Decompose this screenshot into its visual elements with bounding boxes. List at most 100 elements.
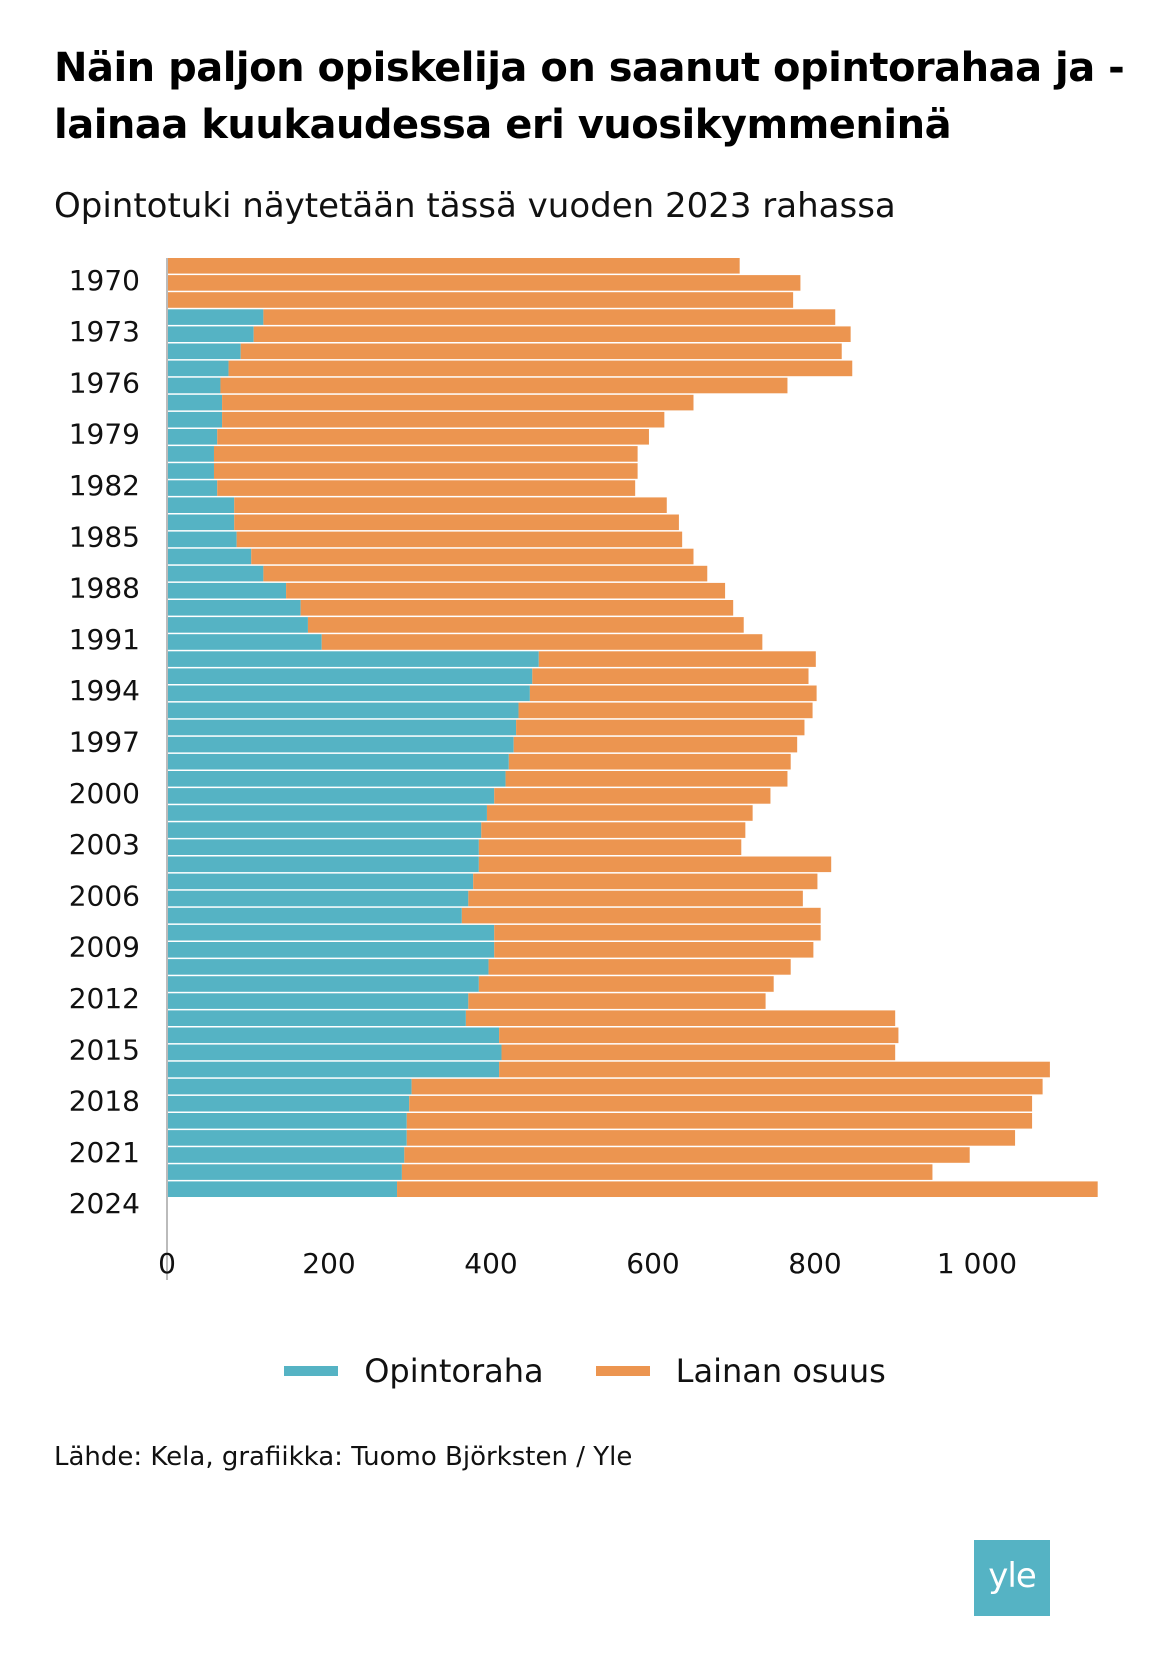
bar-grant-1996 — [167, 702, 519, 719]
bar-grant-2016 — [167, 1044, 502, 1061]
bar-grant-2015 — [167, 1027, 500, 1044]
bar-grant-2021 — [167, 1130, 407, 1146]
bar-grant-2019 — [167, 1095, 410, 1112]
bar-loan-1988 — [263, 565, 708, 582]
legend-label-grant: Opintoraha — [364, 1352, 544, 1390]
bar-grant-2012 — [167, 976, 479, 992]
bar-loan-1977 — [220, 377, 788, 394]
bar-grant-1995 — [167, 685, 530, 702]
bar-grant-2004 — [167, 839, 479, 855]
bar-loan-1993 — [538, 651, 816, 667]
y-tick-label: 2003 — [69, 828, 140, 861]
bar-grant-1986 — [167, 531, 237, 548]
bar-grant-2023 — [167, 1164, 402, 1180]
bar-grant-2022 — [167, 1147, 405, 1163]
bar-loan-1986 — [236, 531, 683, 548]
bar-grant-2006 — [167, 873, 474, 890]
bar-loan-1974 — [253, 326, 851, 342]
y-tick-label: 2018 — [69, 1085, 140, 1118]
bar-loan-1978 — [222, 394, 694, 411]
bar-loan-1994 — [532, 668, 809, 684]
bar-grant-2011 — [167, 959, 489, 975]
source-credit: Lähde: Kela, grafiikka: Tuomo Björksten … — [54, 1442, 633, 1472]
chart-title: Näin paljon opiskelija on saanut opintor… — [54, 45, 1125, 148]
legend: Opintoraha Lainan osuus — [0, 1347, 1170, 1395]
y-tick-label: 2006 — [69, 879, 140, 912]
bar-grant-2003 — [167, 822, 482, 838]
bar-grant-2009 — [167, 924, 495, 941]
bar-grant-2020 — [167, 1113, 407, 1129]
bar-grant-1989 — [167, 582, 287, 599]
x-tick-label: 400 — [464, 1247, 517, 1280]
bar-grant-1998 — [167, 736, 514, 753]
bar-loan-1970 — [167, 258, 740, 274]
bar-grant-1977 — [167, 377, 221, 394]
bar-grant-1992 — [167, 634, 322, 650]
bar-grant-2000 — [167, 771, 506, 787]
bar-loan-2015 — [499, 1027, 899, 1044]
x-tick-label: 600 — [626, 1247, 679, 1280]
bar-grant-1978 — [167, 394, 223, 411]
bar-loan-1989 — [286, 582, 726, 599]
bar-grant-1991 — [167, 617, 308, 633]
bar-loan-2005 — [478, 856, 832, 873]
bar-grant-1993 — [167, 651, 539, 667]
bar-loan-2004 — [478, 839, 742, 855]
stacked-bar-chart: 1970 1973 1976 1979 1982 1985 1988 1991 1994 1997… — [69, 258, 1098, 1280]
y-tick-label: 1979 — [69, 418, 140, 451]
bar-loan-1996 — [518, 702, 813, 719]
bar-grant-1974 — [167, 326, 254, 342]
bar-loan-2018 — [411, 1078, 1043, 1095]
y-tick-label: 1997 — [69, 726, 140, 759]
bar-loan-2024 — [397, 1181, 1098, 1197]
bar-loan-2022 — [404, 1147, 970, 1163]
legend-item-grant: Opintoraha — [284, 1352, 544, 1390]
bar-loan-1975 — [240, 343, 842, 360]
bar-grant-1973 — [167, 309, 264, 325]
bar-grant-1976 — [167, 360, 229, 377]
bar-loan-2016 — [501, 1044, 896, 1061]
x-tick-label: 200 — [302, 1247, 355, 1280]
bar-grant-1987 — [167, 548, 252, 565]
bar-loan-1992 — [321, 634, 763, 650]
legend-swatch-grant — [284, 1366, 339, 1376]
bar-loan-1984 — [234, 497, 667, 513]
bar-grant-1982 — [167, 463, 214, 479]
bar-loan-2012 — [478, 976, 774, 992]
bar-loan-1979 — [222, 411, 665, 428]
bar-grant-1984 — [167, 497, 235, 513]
bar-grant-1980 — [167, 429, 218, 445]
y-tick-label: 2024 — [69, 1187, 140, 1220]
x-tick-labels: 0 200 400 600 800 1 000 — [158, 1247, 1017, 1280]
x-tick-label: 800 — [788, 1247, 841, 1280]
bar-loan-1976 — [228, 360, 853, 377]
x-tick-label: 1 000 — [937, 1247, 1017, 1280]
bar-loan-2003 — [481, 822, 746, 838]
y-tick-label: 2015 — [69, 1033, 140, 1066]
legend-item-loan: Lainan osuus — [595, 1352, 886, 1390]
bar-grant-1988 — [167, 565, 264, 582]
x-tick-label: 0 — [158, 1247, 176, 1280]
bar-grant-2014 — [167, 1010, 466, 1026]
legend-swatch-loan — [595, 1366, 650, 1376]
bar-loan-2021 — [406, 1130, 1016, 1146]
yle-logo-text: yle — [988, 1556, 1036, 1596]
bar-loan-2010 — [494, 942, 814, 958]
chart-subtitle: Opintotuki näytetään tässä vuoden 2023 r… — [54, 186, 896, 226]
bar-grant-2010 — [167, 942, 495, 958]
bar-loan-1973 — [263, 309, 836, 325]
y-tick-label: 2000 — [69, 777, 140, 810]
y-tick-label: 2009 — [69, 931, 140, 964]
bar-loan-1987 — [251, 548, 694, 565]
bar-grant-1975 — [167, 343, 241, 360]
y-tick-labels: 1970 1973 1976 1979 1982 1985 1988 1991 1994 1997… — [69, 264, 140, 1220]
bar-grant-1994 — [167, 668, 533, 684]
bar-grant-2017 — [167, 1061, 500, 1078]
bar-loan-2020 — [406, 1113, 1033, 1129]
bar-loan-1983 — [217, 480, 636, 496]
bar-loan-1972 — [167, 292, 794, 308]
bar-loan-2019 — [409, 1095, 1033, 1112]
bar-loan-2011 — [488, 959, 791, 975]
bar-loan-2014 — [465, 1010, 896, 1026]
bars-group — [167, 258, 1098, 1197]
